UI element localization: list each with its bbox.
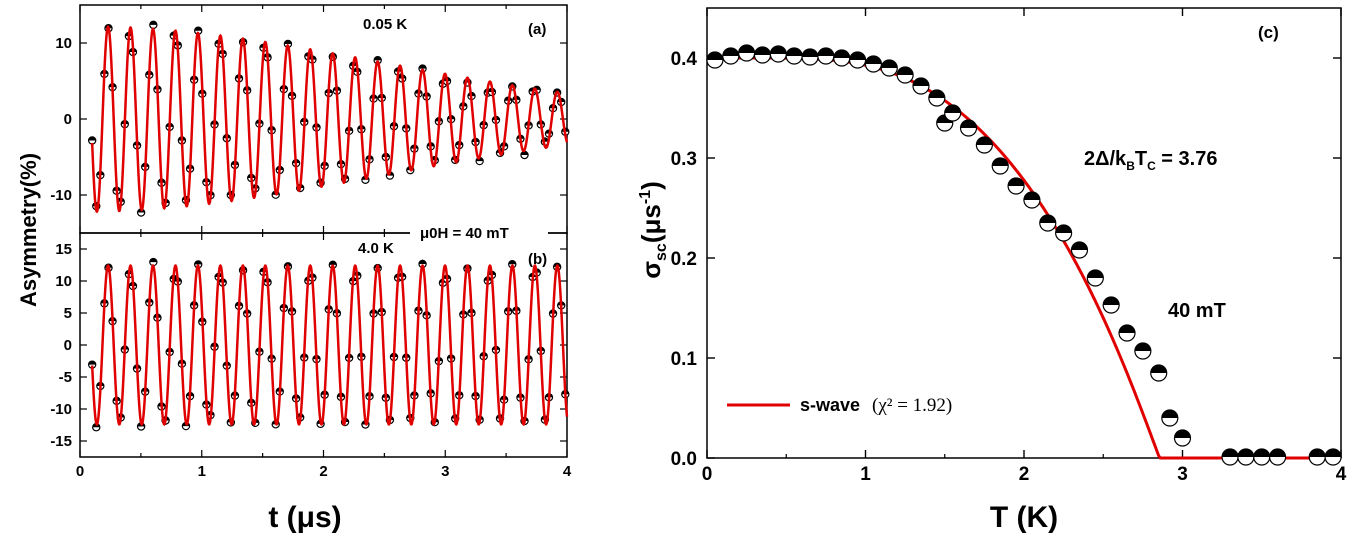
data-point-fill <box>194 260 202 265</box>
y-tick-label: -10 <box>50 187 72 204</box>
data-point-fill <box>1309 449 1326 457</box>
y-tick-label: 5 <box>64 305 72 322</box>
panel-a-temperature: 0.05 K <box>363 16 407 33</box>
data-point-fill <box>770 46 787 54</box>
field-label: μ0H = 40 mT <box>420 225 509 242</box>
panel-c: 0 1 2 3 40.00.10.20.30.4 (c) 2Δ/kBTC = 3.76 … <box>671 7 1347 485</box>
data-point-fill <box>1119 325 1136 333</box>
y-tick-label: 0 <box>64 337 72 354</box>
y-tick-label: 0.3 <box>671 149 697 170</box>
data-point-fill <box>817 48 834 56</box>
panel-a: 10 0 -10 0.05 K (a) <box>50 4 570 234</box>
data-point-fill <box>1055 225 1072 233</box>
data-point-fill <box>1071 242 1088 250</box>
data-point-fill <box>944 105 961 113</box>
y-tick-label: 0 <box>64 111 72 128</box>
data-point-fill <box>508 260 516 265</box>
data-point-fill <box>897 67 914 75</box>
data-point-fill <box>786 48 803 56</box>
y-tick-label: 10 <box>55 35 72 52</box>
x-tick-label: 0 <box>702 464 713 485</box>
data-point-fill <box>1174 430 1191 438</box>
x-tick-label: 2 <box>1019 464 1030 485</box>
panel-c-label: (c) <box>1258 23 1279 42</box>
y-tick-label: -10 <box>50 401 72 418</box>
y-tick-label: 15 <box>55 241 72 258</box>
data-point-fill <box>928 90 945 98</box>
data-point-fill <box>418 260 427 264</box>
data-point-fill <box>738 45 755 53</box>
data-point-fill <box>1023 191 1040 200</box>
field-annotation: 40 mT <box>1168 300 1226 322</box>
data-point-fill <box>1253 449 1270 457</box>
data-point-fill <box>849 52 866 60</box>
data-point-fill <box>1325 449 1342 457</box>
panel-b-fit-line <box>90 263 569 427</box>
data-point-fill <box>284 40 292 44</box>
data-point-fill <box>960 120 977 128</box>
panel-b-label: (b) <box>528 251 547 268</box>
y-axis-label-sigma: σsc(μs-1) <box>636 181 670 279</box>
data-point-fill <box>149 21 157 25</box>
data-point-fill <box>520 151 529 155</box>
legend-formula: (χ² = 1.92) <box>872 395 952 416</box>
data-point-fill <box>833 50 850 58</box>
x-tick-label: 2 <box>319 463 327 480</box>
data-point-fill <box>329 261 337 265</box>
x-tick-label: 1 <box>860 464 871 485</box>
data-point-fill <box>992 158 1009 166</box>
panel-a-fit-line <box>90 25 569 214</box>
data-point-fill <box>865 56 882 64</box>
field-label-background <box>410 223 548 241</box>
x-axis-label-time: t (μs) <box>268 501 341 534</box>
data-point-fill <box>881 60 898 68</box>
data-point-fill <box>149 258 157 263</box>
data-point-fill <box>1039 215 1056 223</box>
data-point-fill <box>1087 270 1104 278</box>
data-point-fill <box>706 52 723 60</box>
y-tick-label: 0.0 <box>671 449 697 470</box>
x-tick-label: 1 <box>198 463 206 480</box>
x-tick-label: 4 <box>1336 464 1347 485</box>
data-point-fill <box>754 47 771 55</box>
data-point-fill <box>976 137 993 145</box>
x-tick-label: 3 <box>1177 464 1188 485</box>
data-point-fill <box>1103 297 1120 305</box>
data-point-fill <box>1269 449 1286 457</box>
data-point-fill <box>802 49 819 57</box>
data-point-fill <box>1150 365 1167 373</box>
data-point-fill <box>88 361 96 365</box>
y-tick-label: -5 <box>59 369 72 386</box>
x-axis-label-temperature: T (K) <box>990 501 1058 534</box>
y-tick-label: 0.2 <box>671 249 697 270</box>
panel-b-temperature: 4.0 K <box>358 240 394 257</box>
data-point-fill <box>374 56 382 61</box>
x-tick-label: 0 <box>76 463 84 480</box>
y-tick-label: 0.4 <box>671 49 698 70</box>
panel-c-frame <box>706 7 1342 459</box>
data-point-fill <box>1222 449 1239 457</box>
x-tick-label: 3 <box>441 463 449 480</box>
data-point-fill <box>1008 178 1025 186</box>
x-tick-label: 4 <box>563 463 572 480</box>
y-axis-label-asymmetry: Asymmetry(%) <box>16 153 41 307</box>
panel-a-label: (a) <box>528 21 546 38</box>
data-point-fill <box>1134 343 1151 351</box>
data-point-fill <box>1237 449 1254 457</box>
y-tick-label: -15 <box>50 433 72 450</box>
y-tick-label: 0.1 <box>671 349 698 370</box>
data-point-fill <box>194 27 202 31</box>
data-point-fill <box>88 136 96 141</box>
data-point-fill <box>912 78 929 86</box>
y-tick-label: 10 <box>55 273 72 290</box>
legend-label: s-wave <box>800 395 860 415</box>
data-point-fill <box>722 48 739 56</box>
gap-ratio-annotation: 2Δ/kBTC = 3.76 <box>1084 148 1217 173</box>
data-point-fill <box>1161 410 1178 418</box>
data-point-fill <box>418 65 427 69</box>
